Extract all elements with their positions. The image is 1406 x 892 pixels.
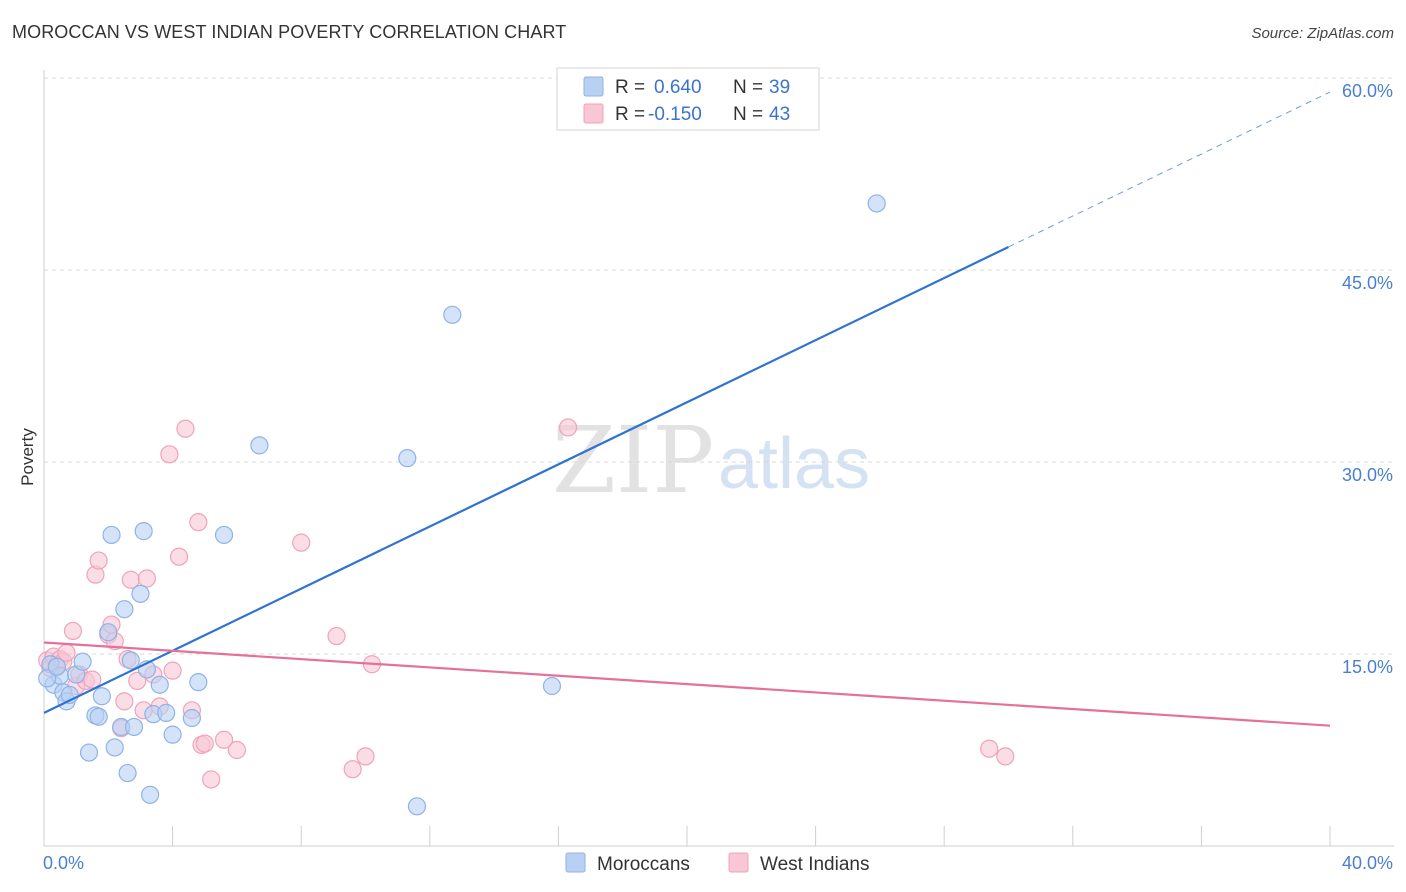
moroccans-point-28 <box>189 673 208 692</box>
west-indians-point-42 <box>558 418 578 437</box>
west-indians-point-34 <box>202 770 221 789</box>
west-indians-point-26 <box>160 445 179 464</box>
moroccans-point-38 <box>99 623 118 642</box>
moroccans-point-16 <box>118 763 137 783</box>
y-tick-label-2: 45.0% <box>1342 273 1393 293</box>
moroccans-point-30 <box>250 436 269 455</box>
moroccans-point-31 <box>398 449 417 468</box>
moroccans-point-34 <box>542 676 562 696</box>
west-indians-trend-line <box>43 641 1331 727</box>
x-tick-label-1: 40.0% <box>1342 853 1393 873</box>
moroccans-point-11 <box>92 687 111 706</box>
west-indians-point-31 <box>189 513 208 532</box>
bottom-legend-moroccans: Moroccans <box>597 854 690 875</box>
watermark-zip: ZIP <box>552 407 714 514</box>
y-tick-label-1: 30.0% <box>1342 465 1393 485</box>
y-axis-label: Poverty <box>18 428 37 486</box>
chart-title: MOROCCAN VS WEST INDIAN POVERTY CORRELAT… <box>12 22 567 42</box>
west-indians-point-18 <box>115 692 134 711</box>
legend-swatch-west-indians <box>583 103 604 124</box>
x-tick-labels: 0.0% 40.0% <box>43 853 1393 873</box>
moroccans-point-26 <box>163 725 182 744</box>
legend-swatch-moroccans <box>583 76 604 97</box>
west-indians-point-36 <box>227 740 246 760</box>
legend-r-label-2: R = <box>615 104 645 125</box>
moroccans-point-13 <box>105 738 124 757</box>
west-indians-point-29 <box>176 419 195 438</box>
west-indians-point-27 <box>163 661 182 680</box>
west-indians-point-37 <box>292 533 311 552</box>
moroccans-points <box>38 194 886 816</box>
legend-r-value-2: -0.150 <box>648 104 702 125</box>
moroccans-point-15 <box>115 600 134 619</box>
moroccans-point-8 <box>79 743 99 762</box>
legend-n-label-1: N = <box>733 77 763 98</box>
west-indians-point-28 <box>169 547 189 566</box>
x-tick-marks <box>43 826 1331 846</box>
west-indians-point-44 <box>996 747 1015 766</box>
y-tick-label-3: 60.0% <box>1342 81 1393 101</box>
legend-n-value-1: 39 <box>769 77 790 98</box>
correlation-legend: R = 0.640 N = 39 R = -0.150 N = 43 <box>556 67 820 131</box>
moroccans-point-35 <box>867 194 886 213</box>
moroccans-point-33 <box>443 305 462 324</box>
moroccans-point-29 <box>214 525 234 545</box>
moroccans-trend-extension <box>1008 91 1331 248</box>
moroccans-point-22 <box>140 785 160 804</box>
west-indians-point-23 <box>137 569 156 588</box>
bottom-legend-swatch-moroccans <box>565 852 586 873</box>
legend-r-label-1: R = <box>615 77 645 98</box>
chart-source: Source: ZipAtlas.com <box>1251 25 1394 42</box>
legend-r-value-1: 0.640 <box>654 77 702 98</box>
west-indians-point-13 <box>89 551 108 570</box>
moroccans-point-12 <box>102 525 121 545</box>
moroccans-point-27 <box>182 708 201 728</box>
west-indians-point-39 <box>343 760 362 779</box>
west-indians-point-35 <box>214 730 234 749</box>
moroccans-point-25 <box>157 703 176 722</box>
moroccans-point-17 <box>121 651 140 670</box>
moroccans-point-32 <box>407 797 427 816</box>
watermark-atlas: atlas <box>718 424 870 504</box>
west-indians-point-7 <box>63 621 83 641</box>
y-tick-labels: 15.0% 30.0% 45.0% 60.0% <box>1342 81 1393 677</box>
moroccans-point-10 <box>89 707 108 726</box>
west-indians-point-40 <box>356 747 375 766</box>
moroccans-point-37 <box>47 657 66 676</box>
moroccans-point-7 <box>73 652 92 671</box>
west-indians-point-43 <box>980 739 999 758</box>
y-tick-label-0: 15.0% <box>1342 657 1393 677</box>
moroccans-point-20 <box>134 522 153 541</box>
x-tick-label-0: 0.0% <box>43 853 84 873</box>
moroccans-trend-line <box>43 245 1009 714</box>
moroccans-point-24 <box>150 675 169 694</box>
moroccans-point-18 <box>124 717 144 737</box>
legend-n-value-2: 43 <box>769 104 790 125</box>
west-indians-point-38 <box>327 626 346 646</box>
series-legend: Moroccans West Indians <box>565 852 869 875</box>
moroccans-point-19 <box>131 584 150 603</box>
trend-lines <box>43 91 1331 727</box>
west-indians-point-33 <box>195 734 214 753</box>
bottom-legend-west-indians: West Indians <box>760 854 869 875</box>
gridlines <box>44 77 1394 655</box>
west-indians-point-11 <box>83 670 102 689</box>
legend-n-label-2: N = <box>733 104 763 125</box>
bottom-legend-swatch-west-indians <box>728 852 749 873</box>
